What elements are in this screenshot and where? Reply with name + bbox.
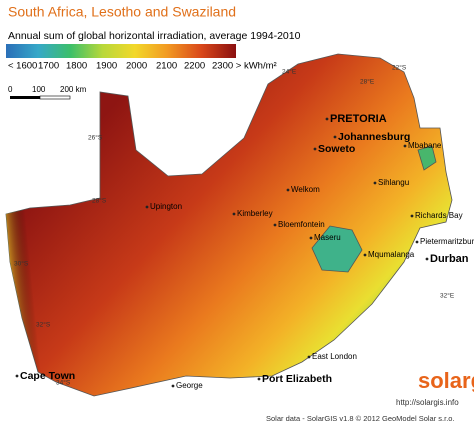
city-label: Kimberley [237,209,273,218]
footer-url: http://solargis.info [396,398,459,407]
city-dot [373,181,377,185]
legend-bar [6,44,236,58]
logo: solargis [418,368,474,393]
title: South Africa, Lesotho and Swaziland [8,4,236,20]
subtitle: Annual sum of global horizontal irradiat… [8,30,301,42]
legend-label: 1900 [96,61,117,72]
city-label: Soweto [318,143,355,155]
graticule-label: 34°S [56,379,71,387]
city-dot [313,147,317,151]
city-label: Mqumalanga [368,250,415,259]
city-dot [15,374,19,378]
scale-label: 0 [8,85,13,94]
graticule-label: 22°S [392,64,407,72]
legend-label: 1800 [66,61,87,72]
country-shape [5,53,453,397]
footer-credit: Solar data - SolarGIS v1.8 © 2012 GeoMod… [266,414,455,423]
legend-label: 2300 > kWh/m² [212,61,277,72]
city-dot [286,188,290,192]
scale-label: 100 [32,85,46,94]
scale-label: 200 km [60,85,87,94]
city-label: Durban [430,253,469,265]
city-label: Pietermaritzburg [420,237,474,246]
graticule-label: 24°E [282,68,297,76]
legend-label: 1700 [38,61,59,72]
city-dot [403,144,407,148]
graticule-label: 32°E [440,292,455,300]
city-dot [171,384,175,388]
city-dot [333,135,337,139]
city-label: Upington [150,202,182,211]
city-label: PRETORIA [330,113,387,125]
graticule-label: 30°S [14,260,29,268]
city-dot [145,205,149,209]
graticule-label: 28°S [92,197,107,205]
city-label: East London [312,352,357,361]
lesotho [311,225,363,273]
city-label: Richards Bay [415,211,463,220]
city-label: Bloemfontein [278,220,325,229]
city-dot [257,377,261,381]
city-dot [325,117,329,121]
legend-label: < 1600 [8,61,37,72]
swaziland [417,145,437,171]
city-dot [415,240,419,244]
graticule-label: 26°S [88,134,103,142]
city-dot [363,253,367,257]
legend-label: 2000 [126,61,147,72]
west-coast-band [6,208,60,372]
city-dot [309,236,313,240]
legend-label: 2100 [156,61,177,72]
city-dot [410,214,414,218]
scale-segment [39,95,71,100]
city-label: Welkom [291,185,320,194]
graticule-label: 32°S [36,321,51,329]
graticule-label: 28°E [360,78,375,86]
city-dot [273,223,277,227]
city-dot [307,355,311,359]
city-label: George [176,381,203,390]
city-label: Maseru [314,233,341,242]
scale-bar [10,95,71,100]
city-label: Sihlangu [378,178,409,187]
legend: < 1600 1700 1800 1900 2000 2100 2200 2300 > kWh… [8,61,277,72]
city-dot [232,212,236,216]
city-label: Port Elizabeth [262,373,332,385]
city-label: Johannesburg [338,131,410,143]
city-dot [425,257,429,261]
city-label: Mbabane [408,141,442,150]
legend-label: 2200 [184,61,205,72]
city-label: Cape Town [20,370,75,382]
